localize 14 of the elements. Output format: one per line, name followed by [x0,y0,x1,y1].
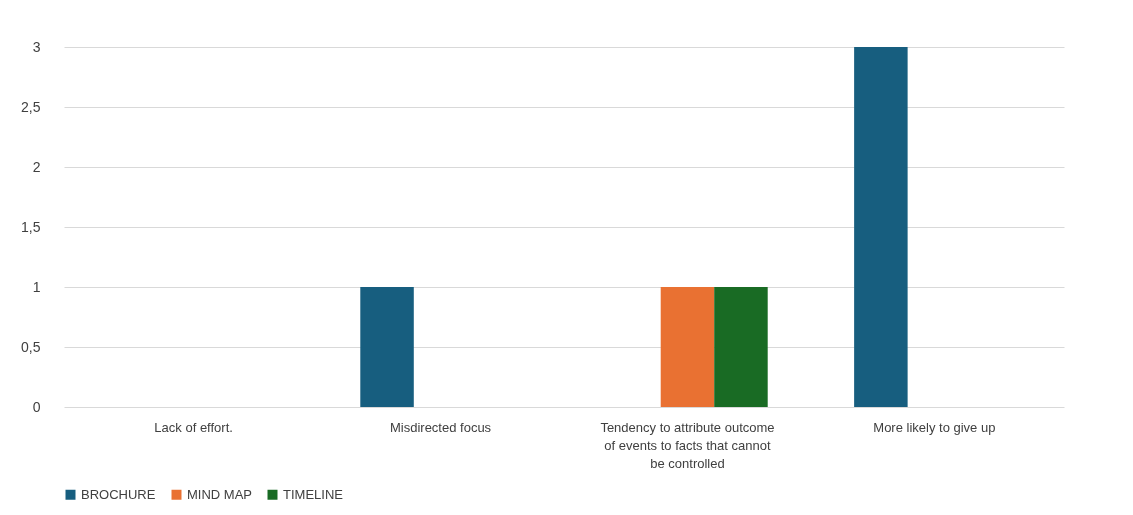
x-tick-label: Misdirected focus [389,419,492,435]
legend-label: MIND MAP [187,486,252,502]
y-tick-label: 1 [32,278,41,295]
x-tick-label: More likely to give up [873,419,996,435]
y-tick-label: 1,5 [21,218,41,235]
y-tick-label: 0 [32,398,41,415]
legend-label: BROCHURE [81,486,156,502]
y-tick-label: 3 [32,38,41,55]
x-tick-label: Tendency to attribute outcome of events to facts that cannot be controlled [600,419,775,471]
x-tick-label: Lack of effort. [154,419,233,435]
legend-label: TIMELINE [283,486,344,502]
y-tick-label: 2 [32,158,41,175]
y-tick-label: 0,5 [21,338,41,355]
y-tick-label: 2,5 [21,98,41,115]
